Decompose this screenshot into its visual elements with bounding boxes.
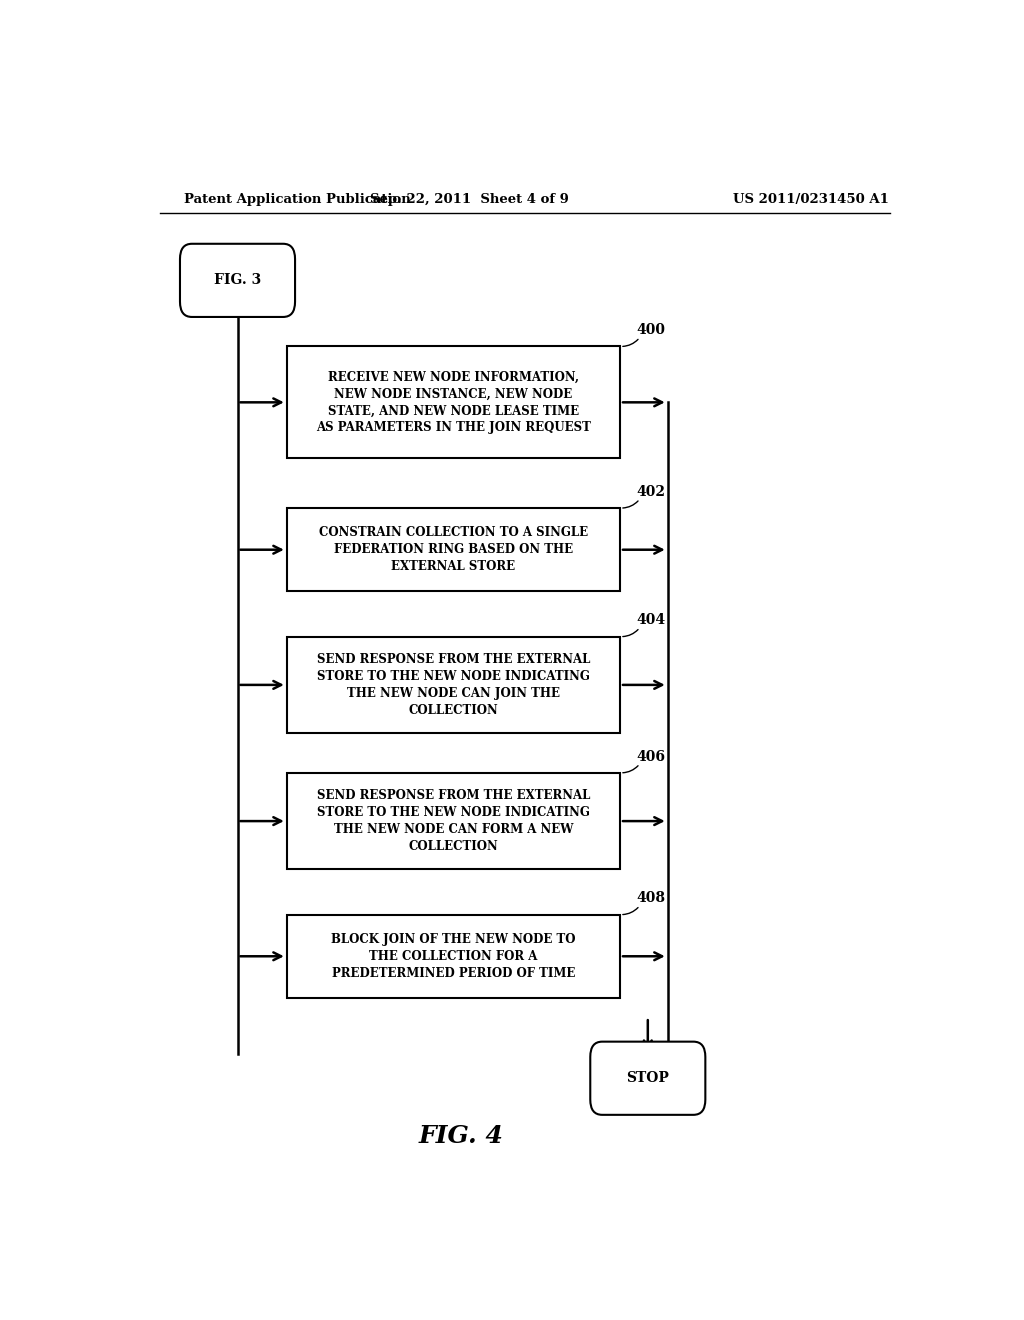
Text: Sep. 22, 2011  Sheet 4 of 9: Sep. 22, 2011 Sheet 4 of 9 [370,193,568,206]
Text: SEND RESPONSE FROM THE EXTERNAL
STORE TO THE NEW NODE INDICATING
THE NEW NODE CA: SEND RESPONSE FROM THE EXTERNAL STORE TO… [316,789,590,853]
Text: BLOCK JOIN OF THE NEW NODE TO
THE COLLECTION FOR A
PREDETERMINED PERIOD OF TIME: BLOCK JOIN OF THE NEW NODE TO THE COLLEC… [331,933,575,979]
Text: 404: 404 [636,614,665,627]
Text: RECEIVE NEW NODE INFORMATION,
NEW NODE INSTANCE, NEW NODE
STATE, AND NEW NODE LE: RECEIVE NEW NODE INFORMATION, NEW NODE I… [316,371,591,434]
Text: FIG. 4: FIG. 4 [419,1125,504,1148]
Text: STOP: STOP [627,1072,670,1085]
Text: 400: 400 [636,323,665,338]
Text: 406: 406 [636,750,665,764]
FancyBboxPatch shape [287,915,620,998]
Text: FIG. 3: FIG. 3 [214,273,261,288]
Text: 408: 408 [636,891,665,906]
FancyBboxPatch shape [180,244,295,317]
FancyBboxPatch shape [287,508,620,591]
FancyBboxPatch shape [287,772,620,870]
Text: 402: 402 [636,484,665,499]
FancyBboxPatch shape [590,1041,706,1115]
Text: US 2011/0231450 A1: US 2011/0231450 A1 [732,193,889,206]
FancyBboxPatch shape [287,346,620,458]
Text: Patent Application Publication: Patent Application Publication [183,193,411,206]
FancyBboxPatch shape [287,636,620,733]
Text: CONSTRAIN COLLECTION TO A SINGLE
FEDERATION RING BASED ON THE
EXTERNAL STORE: CONSTRAIN COLLECTION TO A SINGLE FEDERAT… [318,527,588,573]
Text: SEND RESPONSE FROM THE EXTERNAL
STORE TO THE NEW NODE INDICATING
THE NEW NODE CA: SEND RESPONSE FROM THE EXTERNAL STORE TO… [316,653,590,717]
